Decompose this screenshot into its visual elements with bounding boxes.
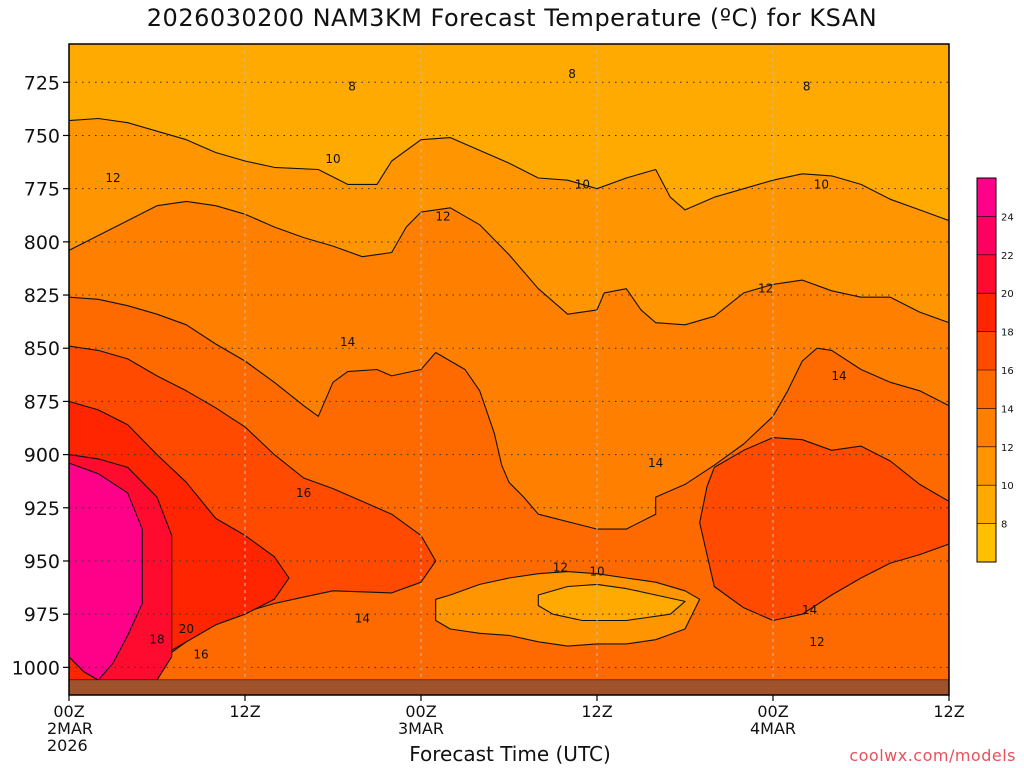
x-tick-label: 3MAR (398, 719, 444, 738)
contour-label: 16 (296, 486, 311, 500)
y-tick-label: 925 (24, 498, 60, 520)
contour-label: 10 (575, 177, 590, 191)
contour-label: 8 (568, 67, 576, 81)
contour-label: 12 (435, 209, 450, 223)
colorbar-label: 20 (1001, 289, 1014, 300)
colorbar-label: 16 (1001, 366, 1014, 377)
contour-label: 10 (814, 177, 829, 191)
contour-label: 14 (648, 456, 663, 470)
y-tick-label: 775 (24, 179, 60, 201)
x-tick-label: 12Z (933, 702, 964, 721)
temperature-band (69, 462, 143, 681)
x-tick-label: 00Z (53, 702, 84, 721)
contour-label: 10 (325, 152, 340, 166)
colorbar-label: 18 (1001, 328, 1014, 339)
colorbar-label: 24 (1001, 212, 1014, 223)
x-tick-label: 00Z (405, 702, 436, 721)
credit-text[interactable]: coolwx.com/models (849, 746, 1016, 765)
contour-label: 14 (355, 611, 370, 625)
x-axis-label: Forecast Time (UTC) (409, 742, 611, 766)
colorbar: 8 10 12 14 16 18 20 22 24 (976, 177, 1014, 563)
colorbar-label: 22 (1001, 251, 1014, 262)
colorbar-swatch (977, 408, 996, 448)
contour-label: 12 (553, 560, 568, 574)
colorbar-swatch (977, 216, 996, 256)
terrain-block (69, 680, 949, 695)
temperature-band (69, 44, 949, 222)
terrain-layer (69, 680, 949, 695)
contour-label: 14 (831, 369, 846, 383)
contour-label: 18 (149, 633, 164, 647)
contour-label: 16 (193, 648, 208, 662)
y-tick-label: 975 (24, 604, 60, 626)
contour-labels: 8 8 8 10 10 10 12 12 12 12 10 12 14 14 14 14 14 16 16 18 20 (105, 67, 846, 662)
temperature-band (699, 437, 949, 622)
colorbar-swatch (977, 331, 996, 371)
contour-label: 14 (340, 335, 355, 349)
y-tick-label: 825 (24, 285, 60, 307)
colorbar-swatch (977, 293, 996, 333)
x-tick-label: 12Z (581, 702, 612, 721)
contour-label: 12 (809, 635, 824, 649)
temperature-fills (69, 44, 949, 681)
colorbar-swatch (977, 178, 996, 217)
colorbar-label: 12 (1001, 443, 1014, 454)
colorbar-swatch (977, 254, 996, 294)
x-tick-label: 00Z (757, 702, 788, 721)
y-tick-label: 750 (24, 125, 60, 147)
x-tick-label: 2026 (47, 736, 88, 755)
colorbar-swatch (977, 523, 996, 563)
temperature-band (537, 583, 686, 622)
colorbar-label: 10 (1001, 481, 1014, 492)
y-tick-label: 900 (24, 445, 60, 467)
y-axis: 725 750 775 800 825 850 875 900 925 950 975 1000 (12, 72, 69, 679)
chart-title: 2026030200 NAM3KM Forecast Temperature (… (146, 4, 878, 32)
y-tick-label: 725 (24, 72, 60, 94)
y-tick-label: 950 (24, 551, 60, 573)
plot-frame (68, 43, 950, 696)
y-tick-label: 850 (24, 338, 60, 360)
y-tick-label: 800 (24, 232, 60, 254)
contour-label: 12 (758, 282, 773, 296)
contour-label: 14 (802, 603, 817, 617)
contour-label: 20 (179, 622, 194, 636)
contour-label: 8 (803, 80, 811, 94)
contour-label: 8 (348, 80, 356, 94)
contour-label: 10 (589, 565, 604, 579)
contour-label: 12 (105, 171, 120, 185)
colorbar-swatch (977, 446, 996, 486)
colorbar-label: 14 (1001, 404, 1014, 415)
colorbar-swatch (977, 370, 996, 409)
colorbar-label: 8 (1001, 520, 1007, 531)
x-tick-label: 4MAR (750, 719, 796, 738)
x-tick-label: 2MAR (47, 719, 93, 738)
colorbar-swatch (977, 485, 996, 525)
y-tick-label: 875 (24, 391, 60, 413)
y-tick-label: 1000 (12, 657, 60, 679)
x-tick-label: 12Z (229, 702, 260, 721)
